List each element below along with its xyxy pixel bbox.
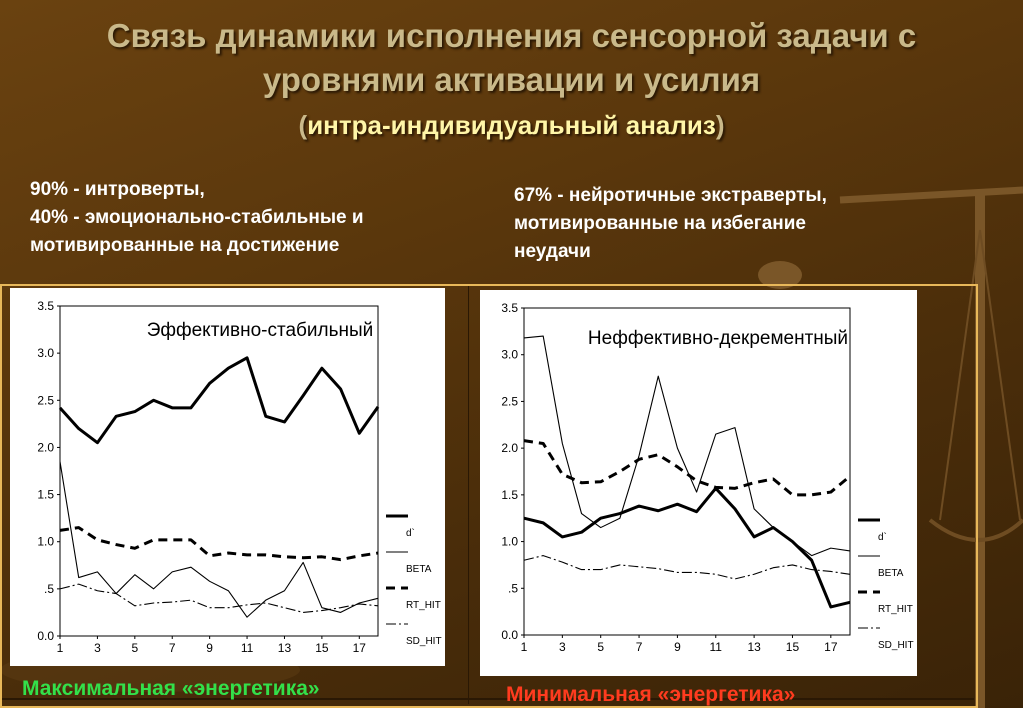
left-chart-panel: 0.0.5 1.0 1.5 2.0 2.5 3.0 3.5 1 3 5 7 9 11 13 15 17 Эффе…	[10, 288, 445, 666]
right-chart: 0.0.51.01.52.02.53.03.51 3 5 7 9 11 13 15 17Нефф…	[501, 301, 914, 654]
charts-frame	[0, 284, 978, 708]
legend-label: RT_HIT	[878, 604, 913, 615]
legend-label: d`	[406, 527, 415, 539]
x-tick-label: 3	[94, 641, 101, 655]
frame-bottom-line	[2, 698, 974, 700]
series-line-d	[523, 486, 851, 609]
x-tick-label: 5	[131, 641, 138, 655]
y-tick-label: 1.5	[501, 488, 518, 502]
title-line-1: Связь динамики исполнения сенсорной зада…	[106, 17, 917, 54]
right-note-line-2: мотивированные на избегание	[514, 213, 806, 234]
series-line-beta	[523, 335, 851, 557]
y-tick-label: 3.5	[501, 301, 518, 315]
subtitle-paren-close: )	[715, 110, 725, 140]
slide-subtitle: (интра-индивидуальный анализ)	[0, 110, 1023, 141]
x-tick-label: 1	[57, 641, 64, 655]
plot-area	[59, 305, 379, 637]
series-line-beta	[59, 461, 379, 618]
title-line-2: уровнями активации и усилия	[262, 61, 761, 98]
x-tick-label: 9	[206, 641, 213, 655]
y-tick-label: 3.0	[501, 348, 518, 362]
x-tick-label: 7	[636, 640, 643, 654]
series-line-sd-hit	[59, 583, 379, 613]
legend-label: SD_HIT	[878, 640, 914, 651]
left-footer: Максимальная «энергетика»	[22, 677, 320, 700]
right-chart-panel: 0.0.5 1.0 1.5 2.0 2.5 3.0 3.5 1 3 5 7 9 11 13 15 17 Нефф…	[480, 290, 917, 676]
right-note: 67% - нейротичные экстраверты, мотивиров…	[514, 182, 827, 266]
left-note: 90% - интроверты, 40% - эмоционально-ста…	[30, 176, 364, 260]
y-tick-label: 0.0	[37, 629, 54, 643]
y-tick-label: 1.5	[37, 488, 54, 502]
series-line-rt-hit	[59, 526, 379, 562]
x-tick-label: 13	[278, 641, 292, 655]
x-tick-label: 7	[169, 641, 176, 655]
x-tick-label: 15	[315, 641, 329, 655]
y-tick-label: 2.0	[37, 440, 54, 454]
left-note-line-3: мотивированные на достижение	[30, 235, 340, 256]
x-tick-label: 17	[353, 641, 367, 655]
y-tick-label: 2.0	[501, 441, 518, 455]
y-tick-label: .5	[508, 581, 518, 595]
right-note-line-1: 67% - нейротичные экстраверты,	[514, 185, 827, 206]
right-footer: Минимальная «энергетика»	[506, 683, 796, 706]
chart-title: Эффективно-стабильный	[147, 320, 374, 341]
left-note-line-1: 90% - интроверты,	[30, 179, 205, 200]
legend-label: SD_HIT	[406, 636, 442, 647]
x-tick-label: 1	[521, 640, 528, 654]
y-tick-label: 2.5	[37, 393, 54, 407]
y-tick-label: 3.5	[37, 299, 54, 313]
y-tick-label: 1.0	[37, 535, 54, 549]
legend-label: BETA	[878, 568, 904, 579]
slide-title: Связь динамики исполнения сенсорной зада…	[0, 14, 1023, 102]
y-tick-label: 0.0	[501, 628, 518, 642]
chart-title: Неффективно-декрементный	[588, 328, 848, 349]
legend-label: BETA	[406, 564, 432, 575]
y-tick-label: .5	[44, 582, 54, 596]
series-line-d	[58, 356, 380, 445]
x-tick-label: 17	[824, 640, 838, 654]
left-note-line-2: 40% - эмоционально-стабильные и	[30, 207, 364, 228]
x-tick-label: 11	[241, 641, 254, 655]
legend-label: RT_HIT	[406, 600, 441, 611]
plot-area	[523, 307, 851, 636]
y-tick-label: 3.0	[37, 346, 54, 360]
left-chart: 0.0.51.01.52.02.53.03.51 3 5 7 9 11 13 15 17Эффе…	[37, 299, 442, 655]
subtitle-paren-open: (	[298, 110, 308, 140]
right-note-line-3: неудачи	[514, 241, 591, 262]
y-tick-label: 1.0	[501, 535, 518, 549]
x-tick-label: 15	[786, 640, 800, 654]
x-tick-label: 11	[710, 640, 723, 654]
x-tick-label: 9	[674, 640, 681, 654]
x-tick-label: 13	[747, 640, 761, 654]
x-tick-label: 3	[559, 640, 566, 654]
y-tick-label: 2.5	[501, 394, 518, 408]
subtitle-inner: интра-индивидуальный анализ	[307, 110, 716, 140]
legend-label: d`	[878, 531, 887, 543]
series-line-sd-hit	[523, 555, 851, 580]
x-tick-label: 5	[597, 640, 604, 654]
frame-divider	[468, 286, 469, 704]
series-line-rt-hit	[523, 439, 851, 497]
